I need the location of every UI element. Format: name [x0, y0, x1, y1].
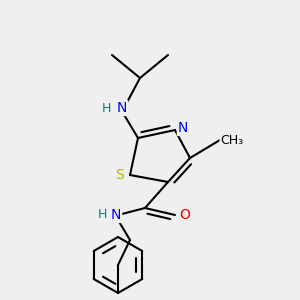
- Text: N: N: [111, 208, 121, 222]
- Text: N: N: [117, 101, 127, 115]
- Text: N: N: [178, 121, 188, 135]
- Text: H: H: [101, 101, 111, 115]
- Text: O: O: [180, 208, 190, 222]
- Text: CH₃: CH₃: [220, 134, 244, 146]
- Text: S: S: [116, 168, 124, 182]
- Text: H: H: [97, 208, 107, 221]
